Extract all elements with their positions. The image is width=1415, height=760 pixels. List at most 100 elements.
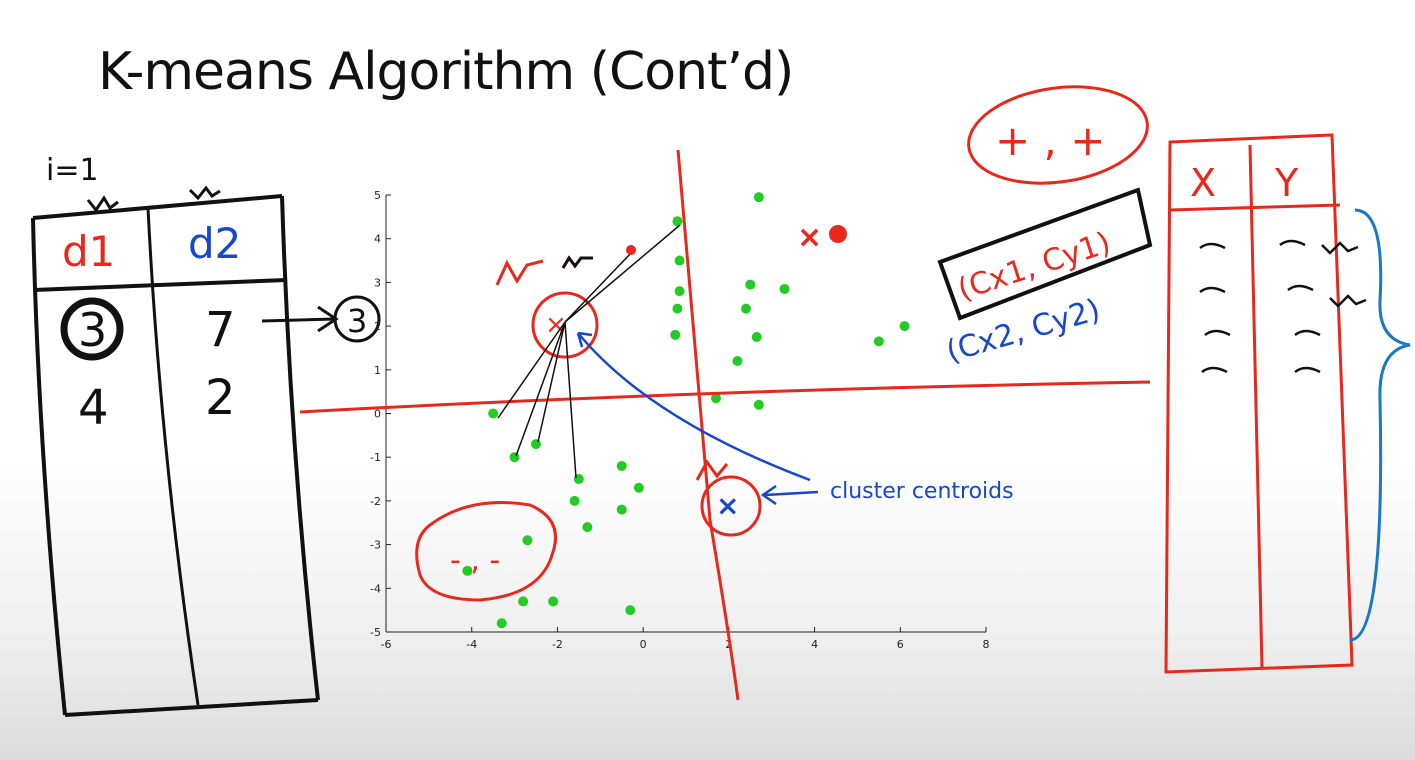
y-tick-label: -1 — [370, 451, 381, 464]
y-tick-label: 0 — [374, 408, 381, 421]
iteration-label: i=1 — [46, 153, 99, 188]
y-tick-label: -5 — [370, 626, 381, 639]
black-tick — [561, 255, 593, 269]
y-tick-label: 3 — [374, 276, 381, 289]
data-point — [582, 522, 593, 533]
centroid2-marker: × — [716, 489, 739, 522]
distance-table: i=1 d1 d2 3 7 4 2 3 — [31, 153, 381, 717]
xy-column-divider — [1248, 144, 1264, 669]
y-tick-label: -3 — [370, 539, 381, 552]
xy-header-divider — [1169, 203, 1341, 212]
xy-check-marks — [1321, 241, 1367, 308]
cell-r2-d2: 2 — [205, 370, 236, 426]
centroid2-prefix: (Cx — [943, 322, 1001, 370]
red-dot — [829, 225, 847, 243]
data-point — [616, 504, 627, 515]
data-point — [779, 283, 790, 294]
min-result-circle — [333, 295, 381, 343]
data-point — [873, 336, 884, 347]
cell-r1-d2: 7 — [205, 302, 236, 358]
data-point — [753, 399, 764, 410]
centroid-table: X Y — [1164, 133, 1411, 674]
header-y: Y — [1274, 161, 1299, 205]
plus-plus-label: + , + — [995, 116, 1105, 165]
table-top-border — [32, 194, 283, 220]
table-header-divider — [33, 278, 287, 292]
data-point — [518, 596, 529, 607]
y-column-marks — [1279, 239, 1321, 374]
data-point — [741, 303, 751, 314]
data-point — [496, 618, 507, 629]
y-tick-label: 4 — [374, 233, 381, 246]
cell-r1-d1: 3 — [78, 303, 107, 357]
header-d2: d2 — [188, 219, 241, 268]
blue-arrow-to-centroid2 — [760, 484, 819, 506]
x-column-marks — [1199, 242, 1231, 374]
x-ticks: -6 -4 -2 0 2 4 6 8 — [381, 627, 990, 651]
x-tick-label: 0 — [640, 638, 647, 651]
data-point — [899, 321, 910, 332]
plus-plus-ellipse — [967, 85, 1149, 185]
data-point — [753, 192, 764, 203]
x-tick-label: 8 — [983, 638, 990, 651]
chart-annotations: × × × cluster centroids - , - — [299, 149, 1151, 701]
y-tick-label: 1 — [374, 364, 381, 377]
xy-table-border — [1164, 133, 1354, 674]
data-point — [531, 439, 541, 450]
data-point — [670, 329, 681, 340]
minus-minus-ellipse — [415, 501, 557, 602]
table-column-divider — [146, 207, 200, 706]
x-tick-label: 6 — [897, 638, 904, 651]
horizontal-split-line — [299, 380, 1151, 414]
slide-title: K-means Algorithm (Cont’d) — [98, 42, 794, 102]
min-result: 3 — [347, 302, 367, 340]
data-point — [616, 460, 627, 471]
red-x-mark: × — [797, 220, 822, 255]
data-point — [462, 565, 473, 576]
scatter-chart: -6 -4 -2 0 2 4 6 8 5 4 3 2 1 0 -1 -2 -3 -4 -5 — [370, 189, 989, 651]
data-point — [509, 452, 520, 463]
data-point — [548, 596, 559, 607]
cell-r2-d1: 4 — [78, 380, 109, 436]
data-point — [488, 408, 499, 419]
x-tick-label: -2 — [552, 638, 563, 651]
centroid1-circle — [531, 291, 599, 359]
x-tick-label: -4 — [466, 638, 477, 651]
centroid2-suffix: 2, Cy2) — [991, 292, 1104, 355]
blue-arrow-to-centroid1 — [576, 331, 811, 482]
x-tick-label: -6 — [381, 638, 392, 651]
min-circle — [60, 297, 124, 361]
vertical-split-line — [676, 149, 740, 701]
data-point — [745, 279, 756, 290]
data-point — [732, 356, 743, 367]
table-left-border — [31, 217, 67, 716]
data-point — [674, 286, 685, 297]
centroid2-tick — [695, 459, 729, 481]
arrow-to-min — [261, 305, 339, 333]
header-d1: d1 — [62, 227, 115, 276]
data-point — [625, 605, 636, 616]
centroid2-circle — [700, 475, 762, 537]
data-point — [751, 332, 762, 343]
cluster-centroids-label: cluster centroids — [830, 479, 1014, 504]
data-point — [569, 495, 580, 506]
y-tick-label: 5 — [374, 189, 381, 202]
y-tick-label: -2 — [370, 495, 381, 508]
data-point — [633, 482, 644, 493]
table-right-border — [280, 195, 320, 701]
table-bottom-border — [64, 698, 319, 717]
centroid1-box — [937, 187, 1153, 321]
check-marks — [86, 185, 221, 213]
data-point — [672, 216, 683, 227]
red-point — [626, 245, 636, 255]
right-annotations: + , + (Cx1, Cy1) (Cx2, Cy2) — [937, 85, 1153, 370]
x-tick-label: 4 — [811, 638, 818, 651]
data-point — [674, 255, 685, 266]
distance-lines — [497, 224, 681, 479]
y-ticks: 5 4 3 2 1 0 -1 -2 -3 -4 -5 — [370, 189, 391, 639]
y-tick-label: 2 — [374, 320, 381, 333]
data-point — [711, 393, 721, 404]
data-point — [672, 303, 683, 314]
header-x: X — [1190, 161, 1216, 205]
